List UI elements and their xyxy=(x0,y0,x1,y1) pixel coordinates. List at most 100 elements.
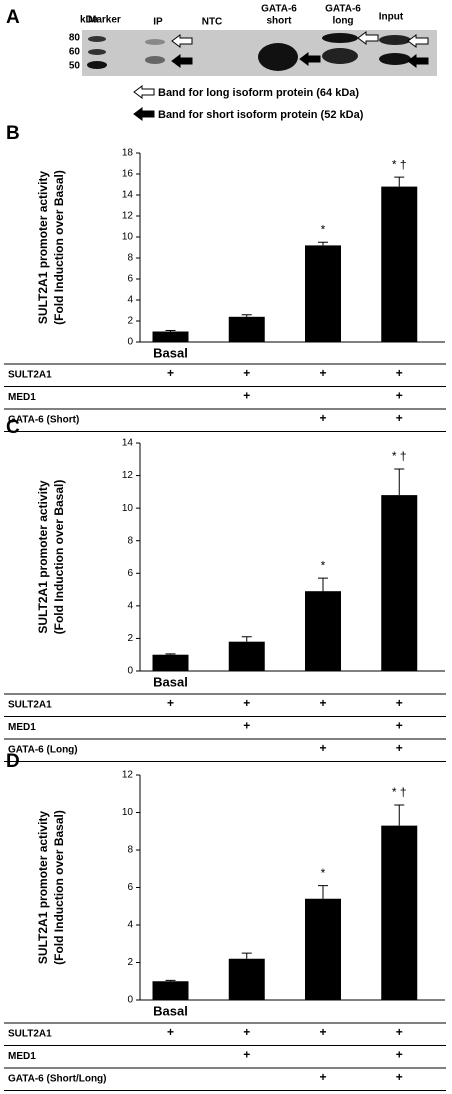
row-mark: + xyxy=(319,366,326,380)
y-tick-label: 4 xyxy=(127,600,133,611)
row-mark: + xyxy=(243,1025,250,1039)
y-tick-label: 2 xyxy=(127,633,133,644)
y-tick-label: 16 xyxy=(122,169,134,180)
row-mark: + xyxy=(319,741,326,755)
y-tick-label: 2 xyxy=(127,957,133,968)
y-tick-label: 14 xyxy=(122,438,134,449)
y-tick-label: 0 xyxy=(127,995,133,1006)
row-label: MED1 xyxy=(8,1051,36,1062)
lane-label: NTC xyxy=(202,17,223,28)
y-tick-label: 10 xyxy=(122,232,134,243)
y-tick-label: 6 xyxy=(127,882,133,893)
error-bar xyxy=(394,804,405,826)
panel-letter: D xyxy=(6,751,20,772)
x-tick-label: Basal xyxy=(153,1003,188,1018)
row-label: SULT2A1 xyxy=(8,1029,52,1040)
panel-letter: C xyxy=(6,417,20,438)
y-axis-label: SULT2A1 promoter activity xyxy=(36,171,50,324)
y-tick-label: 8 xyxy=(127,253,133,264)
row-mark: + xyxy=(319,696,326,710)
bar xyxy=(305,591,341,671)
y-axis-label: (Fold Induction over Basal) xyxy=(52,480,66,635)
y-tick-label: 12 xyxy=(122,211,134,222)
row-mark: + xyxy=(319,1070,326,1084)
annotation: * † xyxy=(392,449,407,463)
bar xyxy=(152,981,189,1000)
row-mark: + xyxy=(396,741,403,755)
y-tick-label: 14 xyxy=(122,190,134,201)
bar xyxy=(381,825,418,1000)
lane-label: short xyxy=(267,16,293,27)
error-bar xyxy=(165,653,176,655)
error-bar xyxy=(241,952,252,959)
y-tick-label: 0 xyxy=(127,337,133,348)
error-bar xyxy=(394,468,405,496)
lane-label: GATA-6 xyxy=(325,4,361,15)
legend-text: Band for short isoform protein (52 kDa) xyxy=(158,109,364,121)
row-mark: + xyxy=(396,411,403,425)
y-tick-label: 12 xyxy=(122,770,134,781)
panel-letter: B xyxy=(6,123,20,144)
blot-image xyxy=(82,30,437,76)
lane-label: GATA-6 xyxy=(261,4,297,15)
error-bar xyxy=(241,636,252,642)
row-mark: + xyxy=(396,719,403,733)
bar xyxy=(228,641,265,671)
bar xyxy=(152,331,189,342)
row-mark: + xyxy=(396,389,403,403)
row-mark: + xyxy=(243,366,250,380)
annotation: * † xyxy=(392,157,407,171)
y-tick-label: 6 xyxy=(127,274,133,285)
row-mark: + xyxy=(319,411,326,425)
row-mark: + xyxy=(396,1048,403,1062)
error-bar xyxy=(165,979,176,982)
bar xyxy=(152,654,189,671)
annotation: * xyxy=(321,222,326,236)
row-mark: + xyxy=(167,1025,174,1039)
error-bar xyxy=(318,885,328,899)
row-label: SULT2A1 xyxy=(8,700,52,711)
row-mark: + xyxy=(167,696,174,710)
error-bar xyxy=(394,176,405,187)
marker-label: 60 xyxy=(69,47,81,58)
marker-label: 50 xyxy=(69,61,81,72)
row-label: GATA-6 (Short) xyxy=(8,415,79,426)
error-bar xyxy=(165,329,176,332)
y-axis-label: SULT2A1 promoter activity xyxy=(36,811,50,964)
bar xyxy=(305,898,341,1000)
bar xyxy=(228,316,265,342)
row-mark: + xyxy=(243,389,250,403)
row-mark: + xyxy=(243,1048,250,1062)
row-label: MED1 xyxy=(8,392,36,403)
annotation: * † xyxy=(392,785,407,799)
marker-label: 80 xyxy=(69,33,81,44)
y-tick-label: 10 xyxy=(122,503,134,514)
lane-label: Input xyxy=(379,12,404,23)
y-tick-label: 10 xyxy=(122,807,134,818)
y-tick-label: 4 xyxy=(127,295,133,306)
error-bar xyxy=(241,314,252,317)
row-mark: + xyxy=(319,1025,326,1039)
error-bar xyxy=(318,577,328,592)
kda-label: kDa xyxy=(80,15,99,26)
y-axis-label: (Fold Induction over Basal) xyxy=(52,170,66,325)
error-bar xyxy=(318,241,328,246)
row-mark: + xyxy=(243,719,250,733)
row-label: GATA-6 (Long) xyxy=(8,745,78,756)
y-tick-label: 18 xyxy=(122,148,134,159)
bar xyxy=(381,186,418,342)
row-mark: + xyxy=(243,696,250,710)
bar xyxy=(305,245,341,342)
lane-label: IP xyxy=(153,17,163,28)
row-mark: + xyxy=(396,1025,403,1039)
lane-label: Marker xyxy=(88,15,121,26)
y-axis-label: SULT2A1 promoter activity xyxy=(36,480,50,633)
bar xyxy=(228,958,265,1000)
row-mark: + xyxy=(167,366,174,380)
arrows xyxy=(133,31,429,121)
y-tick-label: 6 xyxy=(127,568,133,579)
y-tick-label: 0 xyxy=(127,666,133,677)
lane-label: long xyxy=(332,16,353,27)
panel-letter: A xyxy=(6,7,20,28)
